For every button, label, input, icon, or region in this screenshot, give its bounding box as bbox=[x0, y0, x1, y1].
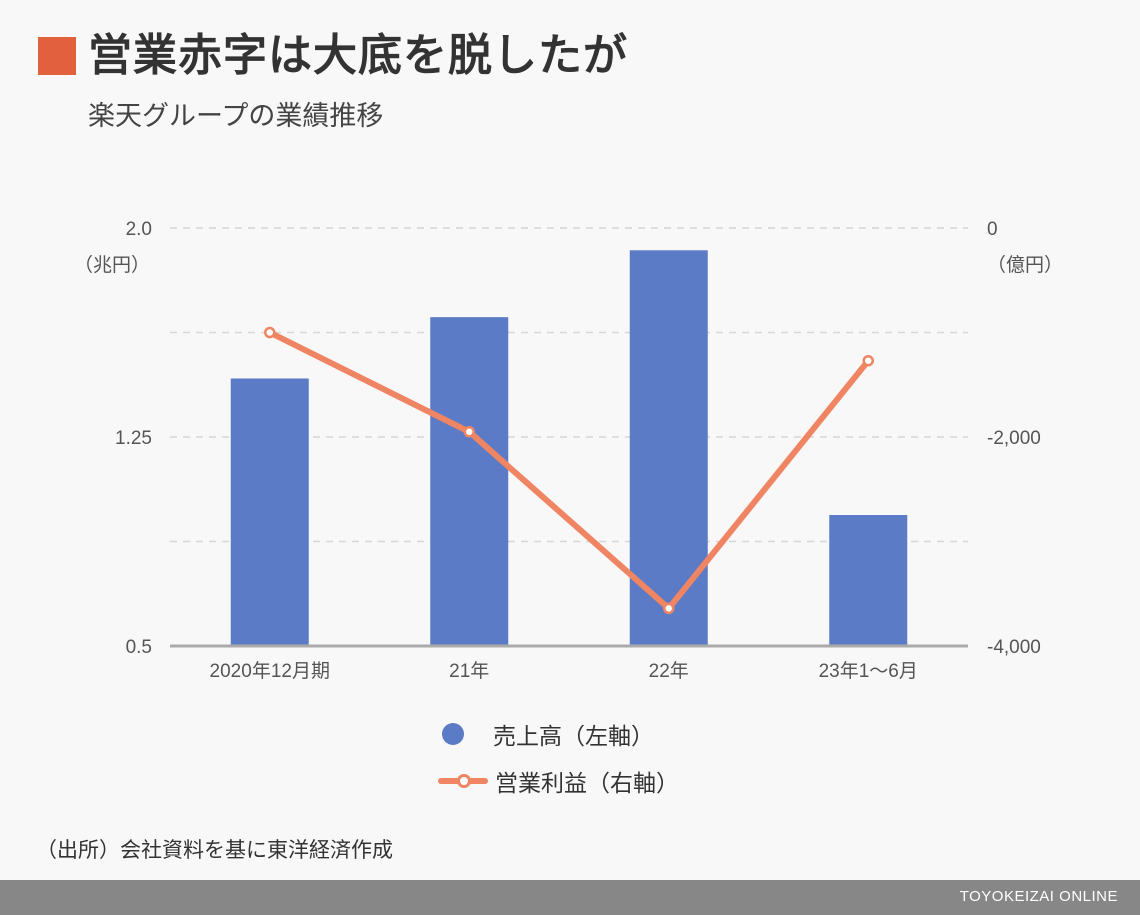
chart-subtitle: 楽天グループの業績推移 bbox=[88, 101, 384, 132]
left-tick-label: 1.25 bbox=[115, 428, 152, 449]
right-tick-label: 0 bbox=[987, 219, 998, 240]
x-tick-label: 21年 bbox=[449, 660, 489, 682]
left-tick-label: 2.0 bbox=[126, 219, 152, 240]
x-tick-label: 2020年12月期 bbox=[210, 660, 330, 682]
legend-line-marker-icon bbox=[438, 774, 488, 788]
right-axis-ticks: 0 -2,000 -4,000 bbox=[987, 219, 1041, 658]
chart-title: 営業赤字は大底を脱したが bbox=[88, 30, 628, 81]
source-note: （出所）会社資料を基に東洋経済作成 bbox=[36, 838, 393, 862]
legend: 売上高（左軸） 営業利益（右軸） bbox=[438, 712, 679, 806]
legend-item-sales: 売上高（左軸） bbox=[438, 712, 679, 756]
footer-bar: TOYOKEIZAI ONLINE bbox=[0, 880, 1140, 915]
operating-profit-line bbox=[266, 329, 872, 612]
line-series bbox=[264, 326, 874, 615]
line-point-2 bbox=[663, 602, 675, 615]
right-tick-label: -2,000 bbox=[987, 428, 1041, 449]
title-marker-square bbox=[38, 37, 76, 75]
bar-series bbox=[230, 250, 908, 646]
line-point-0 bbox=[264, 326, 276, 339]
right-axis-unit: （億円） bbox=[987, 254, 1063, 276]
x-tick-label: 23年1〜6月 bbox=[819, 660, 918, 682]
left-tick-label: 0.5 bbox=[126, 637, 152, 658]
title-block: 営業赤字は大底を脱したが bbox=[38, 28, 628, 84]
legend-dot-icon bbox=[442, 723, 464, 745]
right-tick-label: -4,000 bbox=[987, 637, 1041, 658]
x-axis-ticks: 2020年12月期 21年 22年 23年1〜6月 bbox=[210, 660, 918, 682]
legend-label-sales: 売上高（左軸） bbox=[493, 724, 654, 750]
combo-chart: 2.0 1.25 0.5 0 -2,000 -4,000 2020年12月期 21年 22年… bbox=[74, 219, 1063, 682]
footer-brand: TOYOKEIZAI ONLINE bbox=[959, 888, 1118, 905]
line-point-1 bbox=[463, 426, 475, 438]
bar-3 bbox=[829, 515, 908, 646]
legend-item-operating-profit: 営業利益（右軸） bbox=[438, 759, 679, 803]
x-tick-label: 22年 bbox=[649, 660, 689, 682]
left-axis-unit: （兆円） bbox=[74, 254, 150, 276]
bar-1 bbox=[430, 317, 509, 646]
left-axis-ticks: 2.0 1.25 0.5 bbox=[115, 219, 152, 658]
line-point-3 bbox=[862, 354, 874, 367]
bar-0 bbox=[230, 378, 309, 646]
legend-label-operating-profit: 営業利益（右軸） bbox=[495, 771, 679, 797]
